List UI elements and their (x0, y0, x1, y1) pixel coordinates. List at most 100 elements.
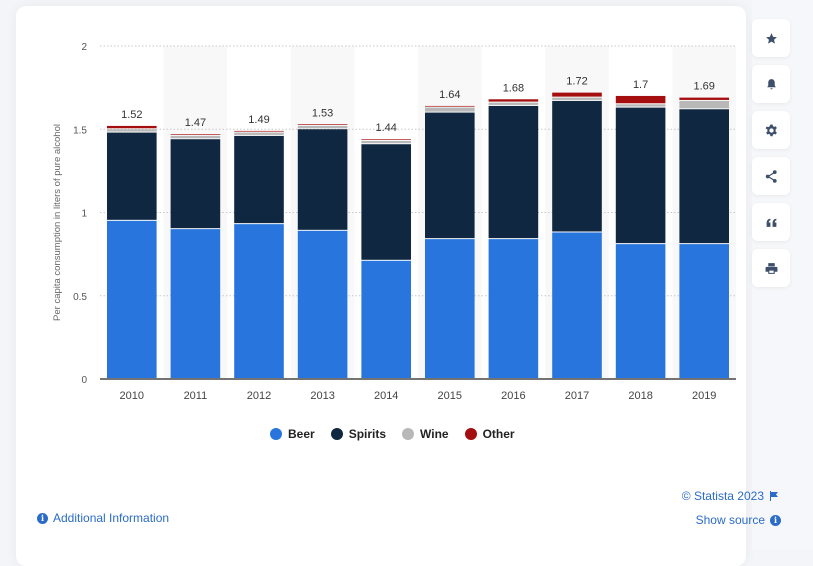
legend-marker-wine (402, 428, 415, 440)
bar-segment-wine (488, 102, 539, 105)
data-label: 1.68 (503, 82, 524, 94)
share-icon (765, 169, 777, 183)
x-tick-label: 2019 (692, 390, 716, 402)
x-tick-label: 2012 (247, 390, 271, 402)
data-label: 1.53 (312, 107, 333, 119)
data-label: 1.47 (185, 117, 206, 129)
show-source-link[interactable]: Show source i (696, 513, 781, 527)
bar-segment-spirits (679, 109, 730, 244)
bar-segment-beer (361, 260, 412, 378)
chart-legend: Beer Spirits Wine Other (270, 427, 515, 441)
x-tick-label: 2018 (628, 390, 652, 402)
y-tick-label: 1 (81, 209, 87, 220)
legend-item-wine[interactable]: Wine (402, 427, 449, 441)
x-tick-label: 2013 (310, 390, 334, 402)
x-tick-label: 2016 (501, 390, 525, 402)
flag-icon (770, 491, 778, 501)
bar-segment-wine (361, 140, 412, 144)
stacked-bar-chart: 1.521.47 1.491.531.441.641.681.72 1.7 1.69 … (52, 42, 736, 402)
bar-segment-beer (234, 224, 284, 378)
bar-segment-other (106, 125, 157, 129)
bar-segment-beer (424, 239, 475, 378)
bar-segment-spirits (424, 112, 475, 239)
y-tick-label: 2 (81, 42, 87, 53)
bar-segment-spirits (552, 100, 602, 232)
bar-segment-wine (170, 135, 221, 139)
bar-segment-wine (424, 107, 475, 112)
data-label: 1.64 (439, 89, 460, 101)
x-tick-label: 2010 (120, 390, 144, 402)
info-icon: i (37, 512, 48, 524)
legend-marker-spirits (330, 428, 343, 440)
bar-segment-spirits (234, 135, 284, 224)
print-button[interactable] (752, 249, 790, 287)
bar-segment-spirits (297, 129, 348, 230)
bar-segment-other (297, 124, 348, 125)
x-tick-label: 2011 (184, 390, 208, 402)
data-label: 1.52 (121, 109, 142, 121)
print-icon (765, 262, 777, 274)
data-label: 1.72 (566, 76, 587, 88)
legend-label: Spirits (348, 427, 387, 441)
bar-segment-beer (170, 229, 221, 378)
bar-segment-beer (297, 230, 348, 378)
bar-segment-other (488, 99, 539, 102)
bar-segment-beer (106, 220, 157, 378)
y-tick-label: 0.5 (73, 292, 87, 303)
bar-segment-beer (615, 244, 666, 378)
data-label: 1.49 (248, 114, 269, 126)
cite-button[interactable] (752, 203, 790, 241)
bar-segment-beer (552, 232, 602, 378)
y-tick-label: 1.5 (73, 125, 87, 136)
quote-icon (766, 218, 776, 227)
settings-button[interactable] (752, 111, 790, 149)
bar-segment-other (552, 92, 602, 97)
gear-icon (765, 124, 777, 136)
y-tick-label: 0 (81, 375, 87, 386)
bar-segment-other (615, 95, 666, 104)
statista-copyright[interactable]: © Statista 2023 (682, 489, 779, 503)
x-tick-label: 2014 (374, 390, 398, 402)
bar-segment-beer (679, 244, 730, 378)
bar-segment-wine (679, 100, 730, 109)
bar-segment-other (424, 105, 475, 107)
y-axis-title: Per capita consumption in liters of pure… (52, 124, 63, 321)
copyright-label: © Statista 2023 (681, 489, 764, 503)
bar-segment-other (361, 139, 412, 140)
bar-segment-spirits (106, 132, 157, 220)
info-icon: i (770, 514, 781, 526)
additional-information-link[interactable]: i Additional Information (37, 511, 169, 525)
bar-segment-wine (234, 132, 284, 135)
bar-segment-spirits (615, 107, 666, 244)
x-tick-label: 2015 (438, 390, 462, 402)
bar-segment-wine (615, 104, 666, 107)
star-icon (765, 32, 777, 44)
data-label: 1.44 (375, 122, 396, 134)
bar-segment-spirits (488, 105, 539, 239)
notification-button[interactable] (752, 65, 790, 103)
bar-segment-wine (297, 125, 348, 129)
legend-label: Wine (420, 427, 449, 441)
bar-segment-wine (552, 97, 602, 100)
legend-label: Beer (288, 427, 315, 441)
data-label: 1.7 (633, 79, 648, 91)
bar-segment-spirits (361, 144, 412, 260)
bar-segment-other (170, 134, 221, 135)
data-label: 1.69 (693, 81, 714, 93)
legend-label: Other (482, 427, 515, 441)
legend-marker-beer (270, 428, 282, 440)
legend-marker-other (464, 428, 477, 440)
show-source-label: Show source (695, 513, 765, 527)
favorite-button[interactable] (752, 19, 790, 57)
bar-segment-spirits (170, 139, 221, 229)
bell-icon (766, 78, 776, 89)
share-button[interactable] (752, 157, 790, 195)
legend-item-beer[interactable]: Beer (270, 427, 315, 441)
legend-item-spirits[interactable]: Spirits (330, 427, 387, 441)
x-tick-label: 2017 (565, 390, 589, 402)
bar-segment-beer (488, 239, 539, 378)
bar-segment-other (679, 97, 730, 100)
additional-information-label: Additional Information (53, 511, 170, 525)
legend-item-other[interactable]: Other (464, 427, 515, 441)
bar-segment-other (234, 130, 284, 132)
